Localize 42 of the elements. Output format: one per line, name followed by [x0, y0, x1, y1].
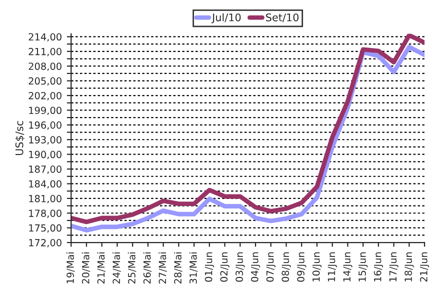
- x-tick-label: 10/Jun: [312, 252, 322, 282]
- x-tick-label: 02/Jun: [220, 252, 230, 282]
- y-tick-label: 193,00: [29, 136, 62, 144]
- y-tick-label: 187,00: [29, 166, 62, 174]
- x-tick-label: 04/Jun: [250, 252, 260, 282]
- x-tick-label: 20/Mai: [82, 252, 90, 284]
- y-tick-label: 208,00: [28, 62, 62, 71]
- y-tick-label: 178,00: [29, 210, 62, 218]
- y-tick-label: 205,00: [28, 77, 62, 86]
- y-tick-label: 211,00: [28, 48, 62, 56]
- x-tick-label: 07/Jun: [266, 252, 276, 282]
- x-tick-label: 26/Mai: [143, 252, 152, 284]
- x-tick-label: 16/Jun: [374, 252, 384, 282]
- y-tick-label: 199,00: [29, 106, 62, 116]
- x-tick-label: 17/Jun: [389, 252, 398, 282]
- legend-label: Set/10: [266, 13, 299, 22]
- x-tick-label: 01/Jun: [204, 252, 214, 282]
- x-tick-label: 18/Jun: [404, 252, 414, 282]
- y-tick-label: 181,00: [29, 194, 62, 204]
- x-tick-label: 08/Jun: [282, 252, 291, 282]
- x-tick-label: 28/Mai: [174, 252, 182, 284]
- x-tick-label: 31/Mai: [189, 252, 198, 284]
- x-tick-label: 15/Jun: [358, 252, 368, 282]
- y-tick-label: 175,00: [29, 224, 62, 233]
- x-tick-label: 03/Jun: [236, 252, 245, 282]
- x-tick-label: 21/Mai: [97, 252, 106, 284]
- x-tick-label: 27/Mai: [158, 252, 167, 284]
- y-tick-label: 214,00: [28, 33, 62, 42]
- y-tick-label: 184,00: [29, 180, 62, 189]
- legend-label: Jul/10: [212, 13, 241, 24]
- y-tick-label: 196,00: [29, 121, 62, 130]
- x-tick-label: 21/Jun: [420, 252, 430, 282]
- x-tick-label: 25/Mai: [128, 252, 136, 284]
- text: 172,00: [29, 239, 62, 248]
- y-tick-label: 190,00: [29, 150, 62, 160]
- y-tick-label: 202,00: [28, 92, 62, 100]
- x-tick-label: 24/Mai: [112, 252, 121, 284]
- x-tick-label: 14/Jun: [343, 252, 352, 282]
- y-axis-title: US$/sc: [15, 121, 25, 156]
- x-tick-label: 11/Jun: [328, 252, 337, 282]
- x-tick-label: 19/Mai: [66, 252, 75, 284]
- x-tick-label: 09/Jun: [297, 252, 306, 282]
